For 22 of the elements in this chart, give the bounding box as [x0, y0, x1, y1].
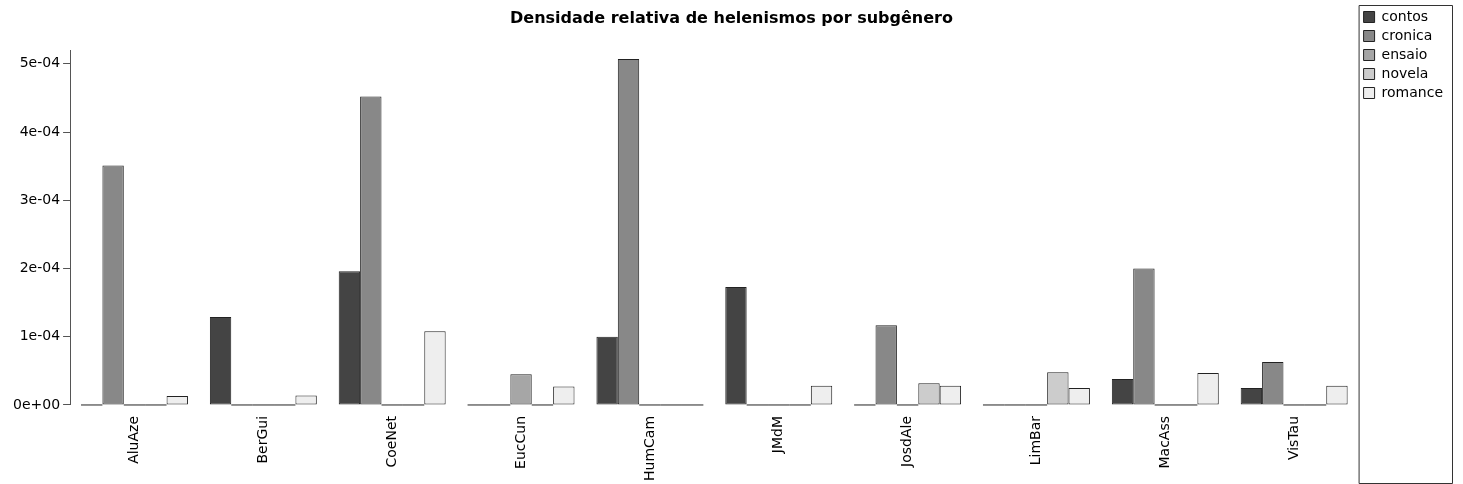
y-tick-label: 5e-04: [19, 54, 61, 71]
x-tick-label: CoeNet: [382, 415, 399, 468]
x-tick-label: JosdAle: [898, 415, 915, 468]
y-tick-label: 1e-04: [19, 327, 61, 344]
x-tick-label: EucCun: [511, 415, 528, 469]
legend-label: novela: [1381, 64, 1429, 81]
y-tick-label: 0e+00: [12, 395, 61, 412]
legend-label: cronica: [1381, 26, 1433, 43]
x-tick-label: AluAze: [125, 415, 142, 464]
y-tick-label: 3e-04: [19, 190, 61, 207]
x-tick-label: MacAss: [1155, 415, 1172, 469]
legend-label: contos: [1381, 7, 1429, 24]
y-tick-label: 4e-04: [19, 122, 61, 139]
x-tick-label: HumCam: [640, 415, 657, 481]
x-tick-label: BerGui: [253, 415, 270, 464]
chart-title: Densidade relativa de helenismos por subgênero: [510, 7, 953, 27]
x-tick-label: VisTau: [1284, 415, 1301, 461]
x-tick-label: LimBar: [1027, 415, 1044, 466]
y-tick-label: 2e-04: [19, 259, 61, 276]
legend-label: ensaio: [1381, 45, 1428, 62]
legend-label: romance: [1381, 83, 1444, 100]
x-tick-label: JMdM: [769, 415, 786, 455]
